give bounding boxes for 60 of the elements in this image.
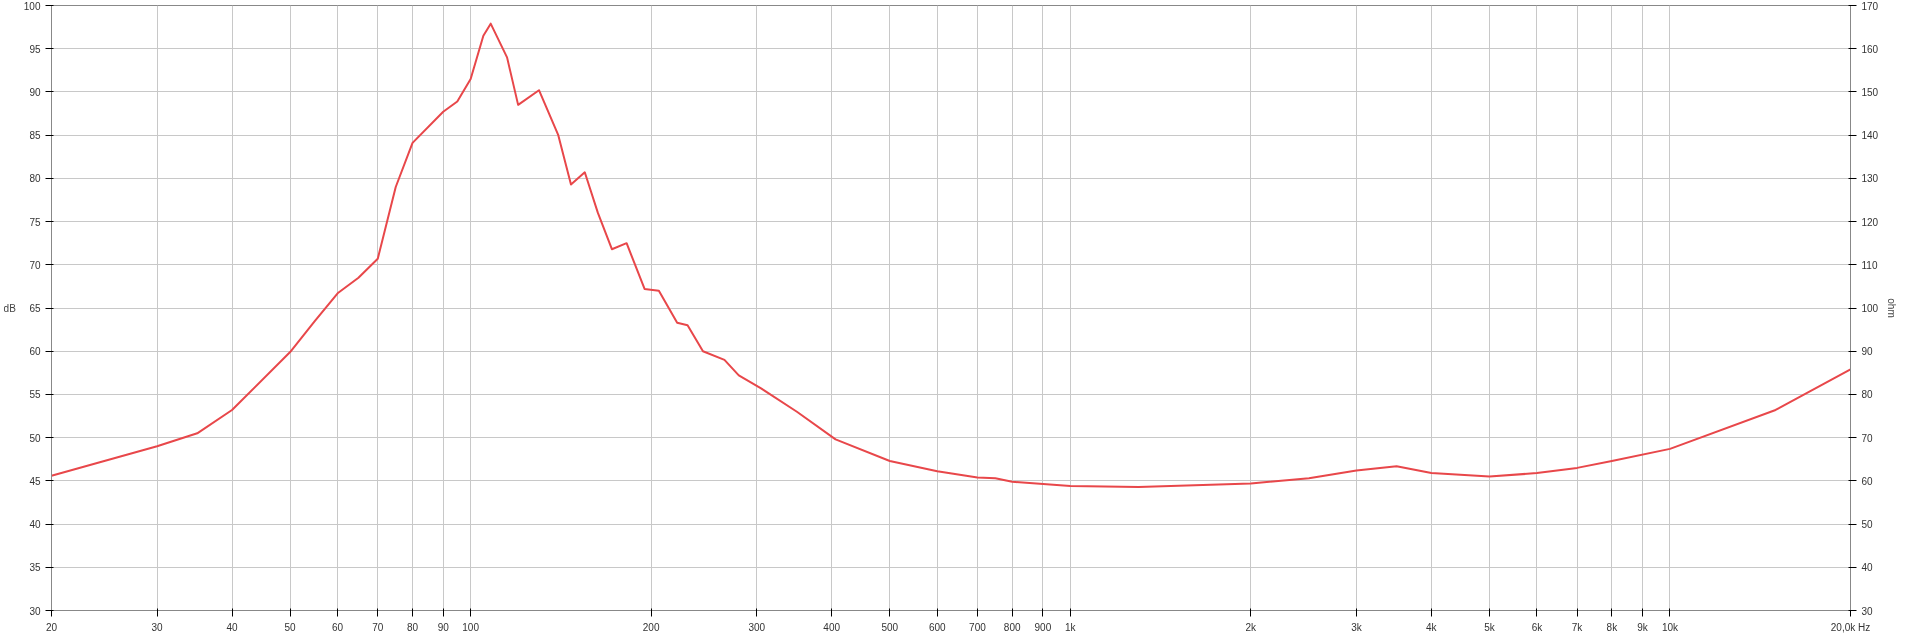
y2-tick-label: 160 bbox=[1861, 43, 1879, 55]
y2-tick-label: 130 bbox=[1861, 173, 1879, 185]
x-tick-label: 30 bbox=[151, 621, 164, 633]
x-tick-label: 40 bbox=[226, 621, 239, 633]
y-tick-label: 45 bbox=[29, 475, 41, 487]
x-tick-label: 9k bbox=[1637, 621, 1649, 633]
y-tick-label: 100 bbox=[23, 0, 41, 12]
x-tick-label: 400 bbox=[823, 621, 841, 633]
y-tick-label: 35 bbox=[29, 562, 41, 574]
y2-tick-label: 90 bbox=[1861, 346, 1874, 358]
x-tick-label: 6k bbox=[1531, 621, 1544, 633]
x-tick-label: 1k bbox=[1065, 621, 1077, 633]
x-tick-label: 90 bbox=[437, 621, 450, 633]
y-tick-label: 60 bbox=[29, 346, 41, 358]
y2-tick-label: 30 bbox=[1861, 605, 1874, 617]
x-tick-label: 2k bbox=[1245, 621, 1258, 633]
x-tick-label: 500 bbox=[881, 621, 899, 633]
x-tick-label: 10k bbox=[1661, 621, 1680, 633]
y-tick-label: 40 bbox=[29, 519, 41, 531]
y2-tick-label: 100 bbox=[1861, 303, 1879, 314]
x-tick-label: 5k bbox=[1484, 621, 1496, 633]
y2-tick-label: 60 bbox=[1861, 475, 1874, 487]
x-tick-label: 8k bbox=[1606, 621, 1619, 633]
x-tick-label: 300 bbox=[748, 621, 766, 633]
y-tick-label: 50 bbox=[29, 432, 41, 444]
x-tick-label: 50 bbox=[284, 621, 297, 633]
y2-tick-label: 140 bbox=[1861, 130, 1879, 142]
y-tick-label: 80 bbox=[29, 173, 41, 185]
x-tick-label: 20 bbox=[45, 621, 58, 633]
y2-tick-label: 70 bbox=[1861, 432, 1874, 444]
y2-tick-label: 50 bbox=[1861, 519, 1874, 531]
x-tick-label: 200 bbox=[642, 621, 660, 633]
x-tick-label: 4k bbox=[1426, 621, 1438, 633]
x-tick-label: 70 bbox=[372, 621, 384, 633]
y-tick-label: 55 bbox=[29, 389, 41, 401]
x-tick-label: 800 bbox=[1003, 621, 1021, 633]
y-tick-label: 75 bbox=[29, 216, 41, 228]
x-tick-label: 20,0k Hz bbox=[1830, 621, 1871, 633]
x-tick-label: 600 bbox=[928, 621, 947, 633]
y2-tick-label: 40 bbox=[1861, 562, 1874, 574]
x-tick-label: 7k bbox=[1571, 621, 1584, 633]
x-tick-label: 700 bbox=[969, 621, 987, 633]
y2-tick-label: 120 bbox=[1861, 216, 1879, 228]
x-tick-label: 100 bbox=[462, 621, 480, 633]
y2-axis-title: ohm bbox=[1886, 298, 1898, 318]
y-tick-label: 90 bbox=[29, 86, 41, 98]
y2-tick-label: 150 bbox=[1861, 86, 1879, 98]
y2-tick-label: 80 bbox=[1861, 389, 1874, 401]
y2-tick-label: 110 bbox=[1861, 259, 1878, 271]
x-tick-label: 80 bbox=[406, 621, 419, 633]
y-tick-label: 70 bbox=[29, 259, 41, 271]
y-axis-title: dB bbox=[3, 302, 17, 314]
y-tick-label: 95 bbox=[29, 43, 41, 55]
y2-tick-label: 170 bbox=[1861, 0, 1879, 12]
x-tick-label: 60 bbox=[332, 621, 344, 633]
y-tick-label: 85 bbox=[29, 130, 41, 142]
y-tick-label: 65 bbox=[29, 303, 41, 314]
y-tick-label: 30 bbox=[29, 605, 41, 617]
x-tick-label: 900 bbox=[1034, 621, 1052, 633]
x-tick-label: 3k bbox=[1351, 621, 1363, 633]
